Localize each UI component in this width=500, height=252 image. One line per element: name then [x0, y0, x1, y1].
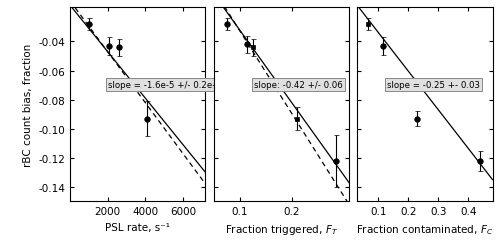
Text: slope = -1.6e-5 +/- 0.2e-5: slope = -1.6e-5 +/- 0.2e-5 [108, 81, 221, 90]
X-axis label: Fraction contaminated, $F_C$: Fraction contaminated, $F_C$ [356, 222, 494, 236]
X-axis label: Fraction triggered, $F_T$: Fraction triggered, $F_T$ [225, 222, 338, 236]
Y-axis label: rBC count bias, fraction: rBC count bias, fraction [22, 43, 32, 166]
X-axis label: PSL rate, s⁻¹: PSL rate, s⁻¹ [105, 222, 170, 232]
Text: slope = -0.25 +- 0.03: slope = -0.25 +- 0.03 [387, 81, 480, 90]
Text: slope: -0.42 +/- 0.06: slope: -0.42 +/- 0.06 [254, 81, 343, 90]
